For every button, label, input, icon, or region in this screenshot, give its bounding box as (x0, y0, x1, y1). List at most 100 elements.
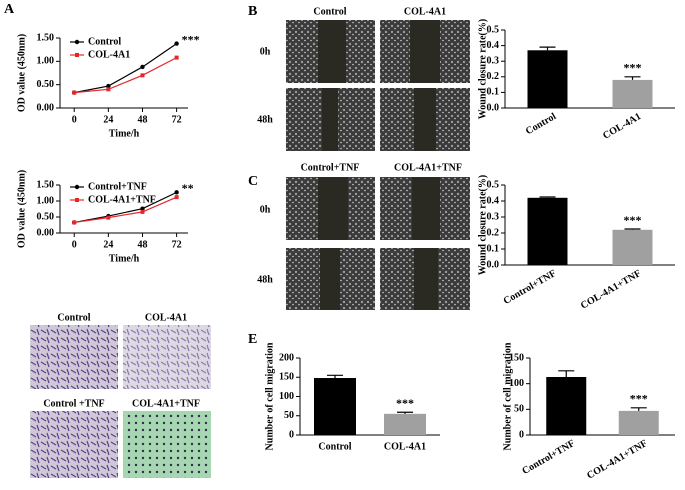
annotation: *** (182, 32, 200, 46)
error-bar (539, 46, 556, 51)
bar (612, 229, 653, 265)
point (174, 55, 179, 60)
x-tick-label: COL-4A1+TNF (585, 438, 649, 481)
error-bar (630, 407, 647, 411)
y-tick-label: 150 (279, 372, 294, 383)
bar (384, 413, 426, 435)
y-axis-label: Number of cell migration (264, 342, 275, 450)
image-label: Control +TNF (43, 398, 104, 409)
point (140, 64, 145, 70)
image-label: 0h (260, 204, 271, 215)
bar (618, 410, 659, 435)
y-axis-label: Wound closure rate(%) (477, 19, 488, 119)
panel-label: E (248, 332, 257, 347)
micrographs (286, 20, 470, 310)
series-line (74, 191, 177, 224)
x-tick-label: Control (318, 441, 351, 452)
x-axis-label: Time/h (109, 253, 140, 264)
y-tick-label: 0.2 (487, 71, 500, 82)
x-tick-label: 0 (72, 239, 77, 250)
point (174, 195, 179, 200)
image-label: Control+TNF (301, 162, 360, 173)
y-tick-label: 1.00 (37, 56, 55, 67)
y-axis-label: Wound closure rate(%) (477, 175, 488, 275)
point (106, 87, 111, 92)
panel-label: B (248, 4, 257, 19)
point (72, 90, 77, 95)
y-tick-label: 0 (519, 429, 524, 440)
annotation: *** (396, 396, 414, 410)
y-tick-label: 1.50 (37, 179, 55, 190)
point (72, 220, 77, 225)
x-tick-label: 72 (172, 239, 182, 250)
panel-label: C (248, 174, 258, 189)
x-tick-label: 72 (172, 114, 182, 125)
annotation: *** (630, 392, 648, 406)
y-tick-label: 1.00 (37, 195, 55, 206)
point (140, 73, 145, 78)
y-axis-label: OD value (450nm) (16, 170, 27, 248)
legend-label: Control (88, 36, 121, 47)
error-bar (327, 374, 343, 379)
point (106, 215, 111, 220)
y-tick-label: 0.0 (487, 259, 500, 270)
y-tick-label: 0.4 (487, 195, 500, 206)
bar (546, 376, 587, 435)
y-axis-label: OD value (450nm) (16, 34, 27, 112)
image-label: Control (57, 312, 90, 323)
x-tick-label: Control+TNF (520, 438, 576, 477)
y-tick-label: 50 (284, 410, 294, 421)
annotation: *** (624, 213, 642, 227)
point (140, 206, 145, 211)
image-label: 48h (257, 114, 273, 125)
y-tick-label: 0.4 (487, 40, 500, 51)
bar (314, 378, 356, 435)
error-bar (397, 411, 413, 414)
point (106, 83, 111, 89)
error-bar (539, 196, 556, 198)
y-tick-label: 0.0 (487, 102, 500, 113)
image-label: 48h (257, 274, 273, 285)
panel-label: A (4, 2, 15, 17)
y-tick-label: 100 (509, 378, 524, 389)
y-tick-label: 0.5 (487, 24, 500, 35)
image-label: 0h (260, 46, 271, 57)
legend-label: Control+TNF (88, 181, 147, 192)
y-tick-label: 0.00 (37, 102, 55, 113)
bar (612, 79, 653, 108)
x-tick-label: Control+TNF (502, 268, 558, 307)
image-label: Control (313, 6, 346, 17)
x-tick-label: 24 (103, 114, 113, 125)
x-tick-label: Control (524, 111, 558, 137)
x-tick-label: COL-4A1+TNF (579, 268, 643, 311)
x-tick-label: 48 (137, 239, 147, 250)
y-tick-label: 0.50 (37, 211, 55, 222)
point (174, 190, 179, 195)
series-line (74, 196, 177, 224)
y-tick-label: 0 (289, 429, 294, 440)
x-tick-label: COL-4A1 (384, 441, 426, 452)
legend-label: COL-4A1 (88, 49, 130, 60)
y-tick-label: 0.3 (487, 211, 500, 222)
image-label: COL-4A1+TNF (132, 398, 200, 409)
annotation: ** (182, 181, 194, 195)
x-axis-label: Time/h (109, 128, 140, 139)
annotation: *** (624, 61, 642, 75)
legend-marker (75, 53, 79, 57)
legend-label: COL-4A1+TNF (88, 194, 156, 205)
image-label: COL-4A1 (404, 6, 446, 17)
legend-marker (74, 39, 80, 45)
y-tick-label: 200 (279, 352, 294, 363)
series-line (74, 57, 177, 94)
error-bar (624, 228, 641, 230)
error-bar (558, 370, 575, 377)
bar (527, 50, 568, 108)
y-tick-label: 0.5 (487, 179, 500, 190)
y-tick-label: 0.2 (487, 227, 500, 238)
x-tick-label: 24 (103, 239, 113, 250)
transwell-images (30, 325, 211, 478)
error-bar (624, 76, 641, 80)
x-tick-label: 0 (72, 114, 77, 125)
y-tick-label: 100 (279, 391, 294, 402)
